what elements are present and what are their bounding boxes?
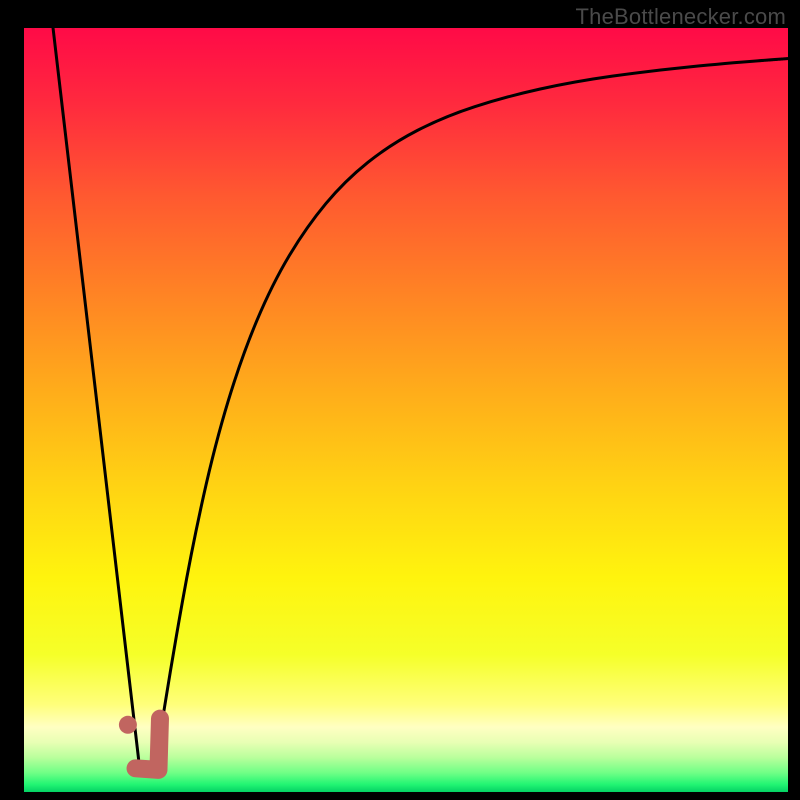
plot-area <box>24 28 788 792</box>
marker-elbow <box>136 719 160 770</box>
marker-dot <box>119 716 137 734</box>
watermark-text: TheBottlenecker.com <box>576 4 786 30</box>
chart-container: TheBottlenecker.com <box>0 0 800 800</box>
chart-marker <box>24 28 788 792</box>
